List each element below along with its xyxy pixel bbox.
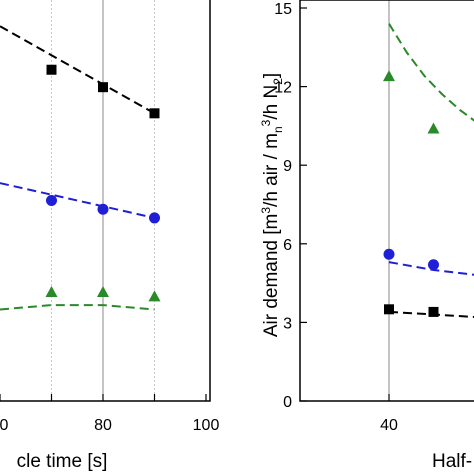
left-data-point xyxy=(46,64,57,75)
left-data-point xyxy=(97,286,109,298)
right-fit-line xyxy=(388,310,474,318)
left-axes-frame xyxy=(0,0,211,402)
left-x-axis-title: cle time [s] xyxy=(17,451,108,472)
y-axis-title-part: /h N xyxy=(261,85,282,120)
right-y-axis-title: Air demand [m3/h air / mn3/h N2] xyxy=(259,73,285,337)
left-data-point xyxy=(46,195,57,206)
left-data-point xyxy=(45,286,58,298)
left-data-point xyxy=(148,290,161,302)
right-fit-line xyxy=(388,23,474,122)
left-x-tick-label: 100 xyxy=(193,417,220,434)
left-plot-area xyxy=(51,0,155,401)
y-axis-title-part: n xyxy=(271,126,285,133)
right-data-point xyxy=(383,70,395,82)
y-axis-title-part: 3 xyxy=(259,207,273,214)
left-x-tick-label: 0 xyxy=(0,417,9,434)
right-fit-line xyxy=(388,261,474,276)
left-data-point xyxy=(149,212,160,224)
right-y-tick-label: 9 xyxy=(283,158,292,175)
y-axis-title-part: 3 xyxy=(259,119,273,126)
left-fit-line xyxy=(0,182,155,219)
left-data-point xyxy=(98,82,108,93)
left-fit-line xyxy=(0,304,155,311)
left-fit-line xyxy=(0,25,155,115)
right-data-point xyxy=(428,306,439,317)
right-data-point xyxy=(428,259,439,271)
left-x-tick-label: 80 xyxy=(94,417,112,434)
right-y-tick-label: 0 xyxy=(283,394,292,411)
right-data-point xyxy=(427,122,440,134)
right-y-tick-label: 12 xyxy=(274,80,292,97)
y-axis-title-part: Air demand [m xyxy=(261,214,282,338)
left-data-point xyxy=(149,108,160,119)
right-x-axis-title: Half- xyxy=(432,451,472,472)
right-y-tick-label: 3 xyxy=(283,315,292,332)
right-x-tick-label: 40 xyxy=(380,417,398,434)
right-y-tick-label: 15 xyxy=(274,1,292,18)
right-axes-frame xyxy=(299,0,474,402)
right-data-point xyxy=(383,248,395,260)
y-axis-title-part: 2 xyxy=(271,78,285,85)
left-data-point xyxy=(97,203,109,215)
y-axis-title-part: /h air / m xyxy=(261,133,282,207)
y-axis-title-part: ] xyxy=(261,73,282,78)
right-y-tick-label: 6 xyxy=(283,237,292,254)
right-data-point xyxy=(384,304,394,315)
